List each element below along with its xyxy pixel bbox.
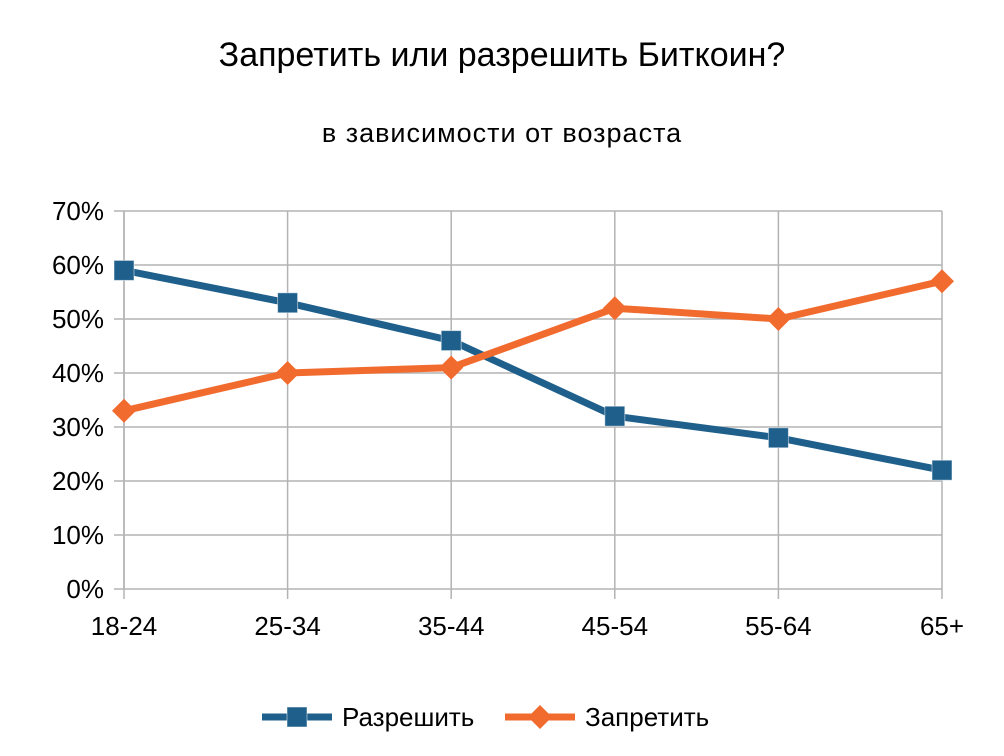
y-tick-label: 60% [52,250,104,280]
chart-title: Запретить или разрешить Биткоин? [218,36,786,74]
legend-swatch-marker [528,705,552,729]
series-razreshit [113,259,953,481]
data-point [602,296,627,321]
data-point [112,398,136,423]
x-tick-label: 25-34 [254,611,321,641]
x-axis-ticks: 18-24 25-34 35-44 45-54 55-64 65+ [91,611,964,641]
x-tick-label: 45-54 [582,611,649,641]
legend-swatch-marker [286,706,308,728]
y-tick-label: 10% [52,520,104,550]
series-lines [112,259,954,481]
series-zapretit [112,269,954,423]
x-tick-label: 35-44 [418,611,485,641]
chart-subtitle: в зависимости от возраста [321,118,683,148]
data-point [931,459,953,481]
series-line [120,266,946,474]
y-tick-label: 40% [52,358,104,388]
y-tick-label: 0% [66,574,104,604]
data-point [277,292,299,314]
data-point [439,355,464,380]
data-point [604,405,626,427]
y-tick-label: 50% [52,304,104,334]
data-point [930,269,954,294]
x-tick-label: 65+ [920,611,964,641]
data-point [113,259,135,281]
y-tick-label: 30% [52,412,104,442]
legend-label: Запретить [585,702,709,732]
data-point [766,307,791,331]
data-point [275,361,300,385]
y-tick-label: 20% [52,466,104,496]
data-point [767,427,789,449]
grid-lines [123,210,943,599]
legend-item: Разрешить [262,702,474,732]
y-axis-ticks: 0% 10% 20% 30% 40% 50% 60% 70% [52,196,104,604]
data-point [440,330,462,352]
legend: Разрешить Запретить [262,702,709,732]
y-tick-label: 70% [52,196,104,226]
x-tick-label: 55-64 [745,611,812,641]
x-tick-label: 18-24 [91,611,158,641]
legend-item: Запретить [505,702,709,732]
axes [114,210,942,590]
legend-label: Разрешить [342,702,474,732]
series-line [120,277,946,415]
